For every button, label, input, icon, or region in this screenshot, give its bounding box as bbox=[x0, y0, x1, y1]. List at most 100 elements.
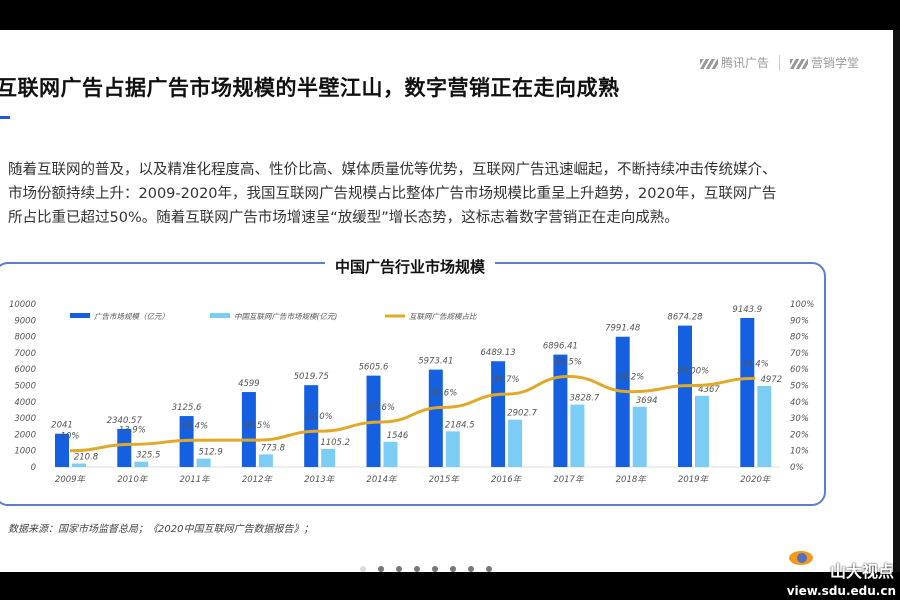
bar-internet bbox=[695, 395, 709, 467]
y-tick-label: 0 bbox=[31, 463, 36, 473]
bar-total bbox=[740, 317, 755, 467]
line-share-label: 16.4% bbox=[181, 421, 208, 431]
bar-total-label: 7991.48 bbox=[605, 324, 641, 334]
line-share-label: 44.7% bbox=[493, 375, 520, 385]
slide-pager[interactable] bbox=[360, 566, 492, 572]
watermark-url: view.sdu.edu.cn bbox=[786, 584, 896, 598]
bar-total-label: 6896.41 bbox=[543, 342, 578, 352]
bar-total bbox=[615, 336, 630, 467]
bar-internet-label: 4367 bbox=[698, 385, 720, 395]
bar-total-label: 5605.6 bbox=[359, 363, 389, 373]
y-tick-label: 10000 bbox=[9, 300, 36, 310]
line-share-label: 46.2% bbox=[617, 373, 644, 383]
pager-dot[interactable] bbox=[414, 566, 420, 572]
bar-total-label: 4599 bbox=[238, 379, 260, 389]
legend-swatch bbox=[210, 313, 230, 318]
x-tick-label: 2017年 bbox=[553, 474, 585, 485]
y2-tick-label: 70% bbox=[790, 349, 809, 359]
slide: 腾讯广告 营销学堂 互联网广告占据广告市场规模的半壁江山，数字营销正在走向成熟 … bbox=[0, 30, 893, 572]
y2-tick-label: 80% bbox=[790, 333, 809, 343]
bar-total bbox=[117, 428, 132, 467]
watermark: 山大视点 view.sdu.edu.cn bbox=[780, 538, 900, 600]
bar-total-label: 3125.6 bbox=[172, 403, 202, 413]
x-tick-label: 2014年 bbox=[366, 474, 398, 485]
bar-total bbox=[491, 361, 506, 467]
bar-total bbox=[678, 325, 692, 467]
line-share-label: 10% bbox=[61, 432, 80, 442]
line-share-label: 36.6% bbox=[430, 388, 457, 398]
watermark-name: 山大视点 bbox=[829, 562, 894, 581]
x-tick-label: 2013年 bbox=[304, 474, 336, 485]
x-tick-label: 2019年 bbox=[678, 474, 710, 485]
pager-dot[interactable] bbox=[378, 566, 384, 572]
x-tick-label: 2009年 bbox=[55, 474, 87, 485]
line-share-label: 22.0% bbox=[306, 412, 333, 422]
y2-tick-label: 40% bbox=[790, 398, 809, 408]
bar-total bbox=[55, 433, 69, 467]
ad-market-chart: 0 1000 2000 3000 4000 5000 6000 7000 8000 9000 100… bbox=[9, 300, 814, 485]
title-accent bbox=[0, 116, 10, 119]
y2-tick-label: 20% bbox=[790, 430, 809, 440]
x-tick-label: 2012年 bbox=[242, 474, 274, 485]
bar-internet-label: 210.8 bbox=[74, 453, 99, 463]
divider bbox=[778, 54, 780, 71]
chart-logo-icon bbox=[789, 58, 808, 69]
pager-dot[interactable] bbox=[468, 566, 474, 572]
bar-total bbox=[428, 369, 443, 467]
data-source: 数据来源：国家市场监督总局；《2020中国互联网广告数据报告》； bbox=[8, 524, 314, 535]
line-share-label: 13.9% bbox=[119, 425, 146, 435]
y-tick-label: 3000 bbox=[14, 414, 36, 424]
bar-internet bbox=[508, 419, 523, 467]
bar-total bbox=[553, 354, 568, 467]
bar-total bbox=[304, 385, 319, 467]
bar-internet-label: 1105.2 bbox=[320, 438, 350, 448]
marketing-school-logo: 营销学堂 bbox=[789, 54, 859, 71]
brand-logos: 腾讯广告 营销学堂 bbox=[699, 54, 859, 71]
eye-logo-icon bbox=[786, 548, 816, 568]
bar-internet bbox=[570, 404, 585, 467]
bar-internet-label: 3694 bbox=[636, 396, 658, 406]
window-edge bbox=[893, 30, 900, 572]
chart-title-text: 中国广告行业市场规模 bbox=[324, 258, 495, 276]
bar-internet-label: 2184.5 bbox=[445, 420, 475, 430]
y2-tick-label: 10% bbox=[790, 447, 809, 457]
bar-internet bbox=[321, 448, 336, 467]
y-tick-label: 7000 bbox=[14, 349, 36, 359]
pager-dot[interactable] bbox=[432, 566, 438, 572]
legend-label: 广告市场规模（亿元） bbox=[94, 312, 169, 321]
line-share-label: 54.4% bbox=[742, 359, 769, 369]
y-tick-label: 4000 bbox=[14, 398, 36, 408]
y2-tick-label: 90% bbox=[790, 316, 809, 326]
logo1-text: 腾讯广告 bbox=[720, 56, 769, 70]
x-tick-label: 2018年 bbox=[616, 474, 648, 485]
pager-dot[interactable] bbox=[486, 566, 492, 572]
line-share-label: 50.00% bbox=[677, 367, 709, 377]
y-tick-label: 2000 bbox=[14, 430, 36, 440]
bar-internet bbox=[383, 441, 398, 467]
tencent-ads-logo: 腾讯广告 bbox=[699, 54, 769, 71]
bar-internet-label: 512.9 bbox=[198, 448, 222, 458]
bar-total-label: 5019.75 bbox=[294, 372, 329, 382]
bar-internet bbox=[632, 406, 647, 467]
bar-internet-label: 3828.7 bbox=[570, 394, 600, 404]
y2-tick-label: 30% bbox=[790, 414, 809, 424]
x-tick-label: 2020年 bbox=[740, 474, 772, 485]
line-share-label: 16.5% bbox=[243, 421, 270, 431]
slide-title: 互联网广告占据广告市场规模的半壁江山，数字营销正在走向成熟 bbox=[0, 76, 620, 100]
bar-internet-label: 773.8 bbox=[261, 443, 286, 453]
y-tick-label: 5000 bbox=[14, 382, 36, 392]
y-tick-label: 6000 bbox=[14, 365, 36, 375]
pager-dot[interactable] bbox=[360, 566, 366, 572]
pager-dot[interactable] bbox=[396, 566, 402, 572]
y2-tick-label: 100% bbox=[790, 300, 814, 310]
tencent-logo-icon bbox=[699, 58, 718, 69]
pager-dot[interactable] bbox=[450, 566, 456, 572]
x-tick-label: 2016年 bbox=[491, 474, 523, 485]
y2-tick-label: 0% bbox=[790, 463, 804, 473]
bar-internet bbox=[72, 463, 86, 467]
legend-label: 互联网广告规模占比 bbox=[409, 312, 478, 321]
bar-total-label: 2340.57 bbox=[107, 416, 143, 426]
bar-total-label: 8674.28 bbox=[667, 313, 703, 323]
y-tick-label: 1000 bbox=[14, 447, 36, 457]
chart-title: 中国广告行业市场规模 bbox=[0, 256, 820, 277]
